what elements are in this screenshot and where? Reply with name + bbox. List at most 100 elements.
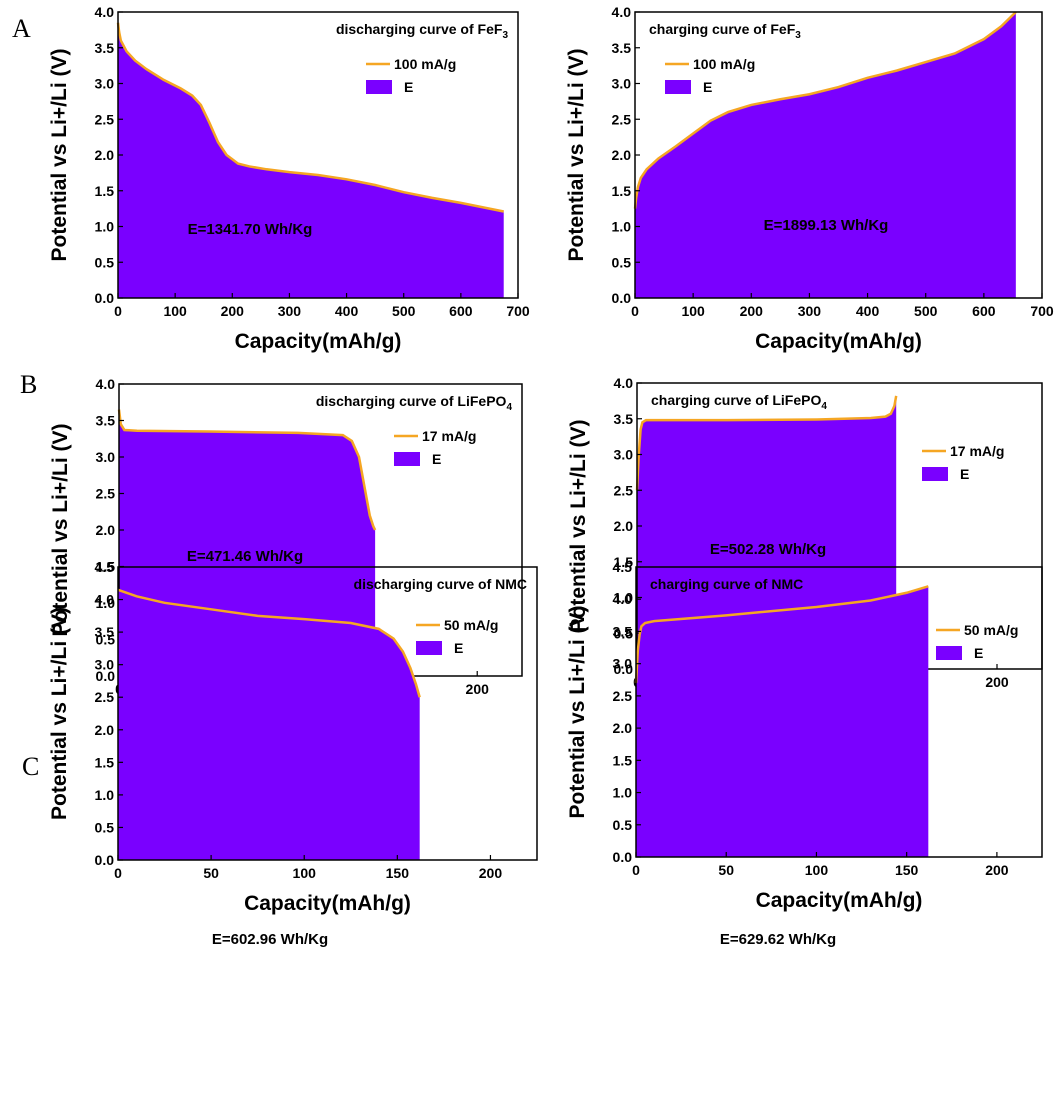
- x-tick-label: 400: [335, 303, 359, 319]
- y-tick-label: 0.0: [96, 668, 116, 684]
- y-tick-label: 3.0: [95, 76, 115, 92]
- y-tick-label: 2.0: [95, 147, 115, 163]
- y-tick-label: 4.0: [614, 375, 634, 391]
- x-tick-label: 300: [278, 303, 302, 319]
- y-tick-label: 1.5: [95, 754, 115, 770]
- y-tick-label: 0.5: [613, 817, 633, 833]
- chart-title: discharging curve of NMC: [354, 576, 527, 592]
- chart-svg: 0 50 100 150 200 0.0 0.5 1.0 1.5 2.0 2.5 3.0 3.5 4.0 4…: [566, 559, 1043, 948]
- y-tick-label: 4.0: [613, 591, 633, 607]
- y-tick-label: 3.5: [96, 413, 116, 429]
- plot-frame: [117, 566, 538, 861]
- chart-title: charging curve of NMC: [650, 576, 803, 592]
- y-tick-label: 2.0: [95, 722, 115, 738]
- potential-curve: [634, 585, 929, 684]
- x-tick-label: 300: [798, 303, 822, 319]
- y-tick-label: 4.0: [612, 4, 632, 20]
- energy-area: [118, 589, 420, 860]
- y-tick-label: 1.5: [613, 752, 633, 768]
- x-tick-label: 600: [972, 303, 996, 319]
- x-tick-label: 700: [1030, 303, 1054, 319]
- x-tick-label: 200: [740, 303, 764, 319]
- legend-label-energy: E: [974, 645, 983, 661]
- y-tick-label: 4.0: [96, 376, 116, 392]
- energy-area: [635, 12, 1016, 298]
- energy-area: [118, 22, 504, 298]
- potential-curve: [116, 22, 504, 213]
- x-tick-label: 700: [506, 303, 530, 319]
- y-tick-label: 3.0: [95, 657, 115, 673]
- x-tick-label: 400: [856, 303, 880, 319]
- x-axis-label: Capacity(mAh/g): [756, 889, 923, 912]
- x-tick-label: 150: [386, 865, 410, 881]
- y-tick-label: 1.0: [612, 219, 632, 235]
- y-tick-label: 0.5: [95, 819, 115, 835]
- energy-area: [637, 395, 897, 669]
- panel-label-c: C: [22, 752, 40, 781]
- legend-area-swatch: [936, 646, 962, 660]
- y-tick-label: 3.5: [614, 411, 634, 427]
- chart-lifepo4-discharge: 0501001502000.00.51.01.52.02.53.03.54.0C…: [49, 364, 542, 738]
- y-tick-label: 3.0: [612, 76, 632, 92]
- legend-area-swatch: [665, 80, 691, 94]
- legend-label-energy: E: [454, 640, 463, 656]
- y-tick-label: 0.5: [612, 254, 632, 270]
- energy-annotation: E=471.46 Wh/Kg: [187, 548, 303, 565]
- y-tick-label: 3.5: [612, 40, 632, 56]
- x-tick-label: 200: [985, 862, 1009, 878]
- y-tick-label: 2.0: [613, 720, 633, 736]
- legend-area-swatch: [922, 467, 948, 481]
- y-tick-label: 4.0: [95, 592, 115, 608]
- y-tick-label: 3.0: [614, 447, 634, 463]
- y-tick-label: 3.0: [613, 656, 633, 672]
- y-tick-label: 3.5: [95, 40, 115, 56]
- chart-title: charging curve of LiFePO4: [651, 392, 827, 412]
- y-tick-label: 0.0: [614, 661, 634, 677]
- energy-annotation: E=602.96 Wh/Kg: [212, 931, 328, 948]
- y-tick-label: 1.0: [95, 787, 115, 803]
- y-tick-label: 1.5: [96, 559, 116, 575]
- x-axis-label: Capacity(mAh/g): [244, 892, 411, 915]
- chart-nmc-charge: 0 50 100 150 200 0.0 0.5 1.0 1.5 2.0 2.5 3.0 3.5 4.0 4…: [566, 547, 1062, 948]
- x-tick-label: 200: [479, 865, 503, 881]
- plot-frame: [635, 566, 1043, 858]
- y-axis-label: Potential vs Li+/Li (V): [566, 606, 589, 819]
- y-tick-label: 0.0: [613, 849, 633, 865]
- y-tick-label: 1.0: [95, 219, 115, 235]
- y-axis-label: Potential vs Li+/Li (V): [565, 49, 588, 262]
- x-tick-label: 0: [632, 862, 640, 878]
- y-tick-label: 3.5: [613, 623, 633, 639]
- y-tick-label: 0.0: [95, 290, 115, 306]
- chart-svg: 0 100 200 300 400 500 600 700 0.0 0.5 1.0 1.5 2.0 2.5…: [565, 4, 1054, 353]
- x-tick-label: 150: [895, 862, 919, 878]
- y-tick-label: 4.5: [613, 559, 633, 575]
- y-tick-label: 2.5: [612, 111, 632, 127]
- y-tick-label: 1.0: [613, 785, 633, 801]
- potential-curve: [635, 395, 898, 491]
- legend-label-energy: E: [432, 451, 441, 467]
- energy-annotation: E=1341.70 Wh/Kg: [188, 221, 313, 238]
- legend-label-rate: 100 mA/g: [394, 56, 456, 72]
- y-axis-label: Potential vs Li+/Li (V): [48, 49, 71, 262]
- chart-title: discharging curve of LiFePO4: [316, 393, 513, 413]
- x-tick-label: 500: [392, 303, 416, 319]
- chart-svg: 0 100 200 300 400 500 600 700 0.0 0.5 1.0 1.5 2.0 2.5…: [48, 4, 530, 353]
- y-axis-label: Potential vs Li+/Li (V): [48, 607, 71, 820]
- x-tick-label: 600: [449, 303, 473, 319]
- x-tick-label: 100: [681, 303, 705, 319]
- y-tick-label: 0.0: [95, 852, 115, 868]
- x-tick-label: 200: [221, 303, 245, 319]
- x-tick-label: 100: [805, 862, 829, 878]
- legend-label-rate: 100 mA/g: [693, 56, 755, 72]
- y-tick-label: 2.5: [95, 689, 115, 705]
- y-axis-label: Potential vs Li+/Li (V): [567, 420, 590, 633]
- x-tick-label: 50: [203, 865, 219, 881]
- x-axis-label: Capacity(mAh/g): [235, 330, 402, 353]
- y-tick-label: 3.0: [96, 449, 116, 465]
- legend-area-swatch: [394, 452, 420, 466]
- y-tick-label: 4.0: [95, 4, 115, 20]
- x-axis-label: Capacity(mAh/g): [755, 330, 922, 353]
- y-tick-label: 2.5: [614, 482, 634, 498]
- legend-label-rate: 50 mA/g: [964, 622, 1018, 638]
- legend-label-rate: 17 mA/g: [950, 443, 1004, 459]
